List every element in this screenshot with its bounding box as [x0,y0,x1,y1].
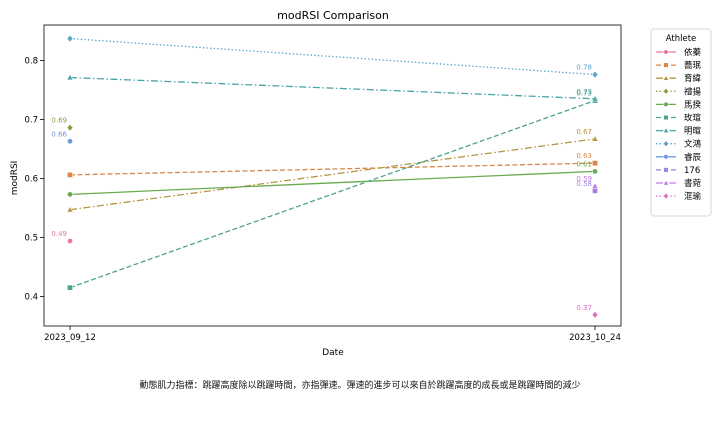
data-point [66,123,74,132]
legend-marker [663,140,669,148]
legend-label: 書菀 [684,178,702,189]
legend-label: 明暄 [684,126,702,137]
legend-label: 育緯 [684,73,702,84]
data-label: 0.73 [576,90,592,98]
legend-marker [663,101,669,107]
data-point [592,168,598,175]
data-label: 0.49 [51,230,67,238]
legend-marker [662,179,670,186]
legend-label: 洭瑜 [684,191,702,202]
data-point [591,70,599,79]
chart-title: modRSI Comparison [277,9,389,22]
tick-layer: 0.4 0.5 0.6 0.7 0.8 2023_09_12 2023_10_24 [24,56,620,343]
data-point [592,160,598,166]
x-axis-label: Date [322,348,344,358]
data-point [67,284,73,291]
data-point [66,206,74,213]
data-point [592,187,598,194]
data-point [591,182,599,189]
y-tick-label: 0.7 [24,115,38,125]
data-label: 0.63 [576,152,592,160]
data-label: 0.78 [576,64,592,72]
x-tick-label: 2023_09_12 [44,333,96,343]
data-label: 0.37 [576,304,592,312]
legend-marker [663,114,669,121]
legend-frame [650,28,712,217]
data-label: 0.61 [576,160,592,168]
legend-label: 玫瑄 [684,113,702,124]
data-label: 0.67 [576,128,592,136]
legend-label: 176 [684,166,700,176]
legend-label: 蕎珉 [684,60,702,71]
data-label: 0.66 [51,130,67,138]
data-point [66,73,74,81]
data-label: 0.69 [51,117,67,125]
data-point [591,95,599,102]
series-line [69,37,596,76]
y-tick-label: 0.8 [24,56,38,66]
plot-frame [43,24,622,327]
data-point [67,172,73,178]
data-label: 0.59 [576,175,592,183]
chart-caption: 動態肌力指標：跳躍高度除以跳躍時間，亦指彈速。彈速的進步可以來自於跳躍高度的成長… [139,381,581,391]
legend-marker [662,127,670,133]
data-point [67,238,73,244]
x-tick-label: 2023_10_24 [569,333,621,343]
legend-marker [663,154,669,160]
y-axis-label: modRSI [10,161,20,196]
series-line [69,162,596,176]
legend-marker [663,49,669,55]
series-line [69,76,596,100]
series-line [69,99,596,289]
data-point [67,138,73,145]
series-layer: 0.490.630.670.690.610.730.730.780.660.58… [51,34,599,319]
legend-label: 文鴻 [684,139,702,150]
y-tick-label: 0.5 [24,233,38,243]
y-tick-label: 0.6 [24,174,38,184]
legend-marker [663,62,669,68]
data-point [67,191,73,198]
series-line [69,170,596,196]
legend-marker [663,167,669,173]
y-tick-label: 0.4 [24,292,38,302]
data-label: 0.58 [576,180,592,188]
data-point [591,311,599,319]
legend-label: 馬揆 [684,99,702,110]
legend-marker [663,87,669,95]
legend-label: 睿辰 [684,152,702,163]
data-label: 0.73 [576,88,592,96]
data-point [66,34,74,43]
legend-marker [662,74,670,81]
legend-marker [663,192,669,200]
legend-label: 禮揚 [684,86,702,97]
legend-label: 依蓁 [684,47,702,58]
legend-title: Athlete [666,34,697,44]
data-point [591,135,599,142]
